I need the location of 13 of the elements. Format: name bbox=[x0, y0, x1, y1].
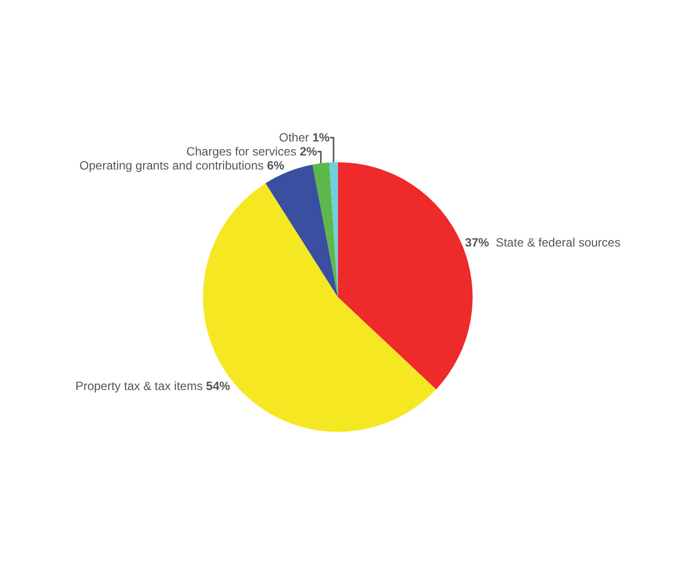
slice-label: Operating grants and contributions bbox=[80, 158, 264, 173]
data-label: 37% bbox=[465, 235, 490, 250]
pie-slice bbox=[312, 162, 338, 298]
slice-label: Other bbox=[279, 130, 310, 145]
slice-label: State & federal sources bbox=[496, 235, 620, 250]
data-label: 1% bbox=[312, 130, 330, 145]
data-label: 6% bbox=[266, 158, 285, 173]
slice-label: Charges for services bbox=[186, 144, 296, 159]
data-label: 54% bbox=[206, 378, 230, 393]
pie-slice bbox=[329, 162, 338, 298]
data-label: 2% bbox=[300, 144, 318, 159]
slice-label: Property tax & tax items bbox=[75, 378, 203, 393]
pie-slice bbox=[202, 183, 436, 432]
